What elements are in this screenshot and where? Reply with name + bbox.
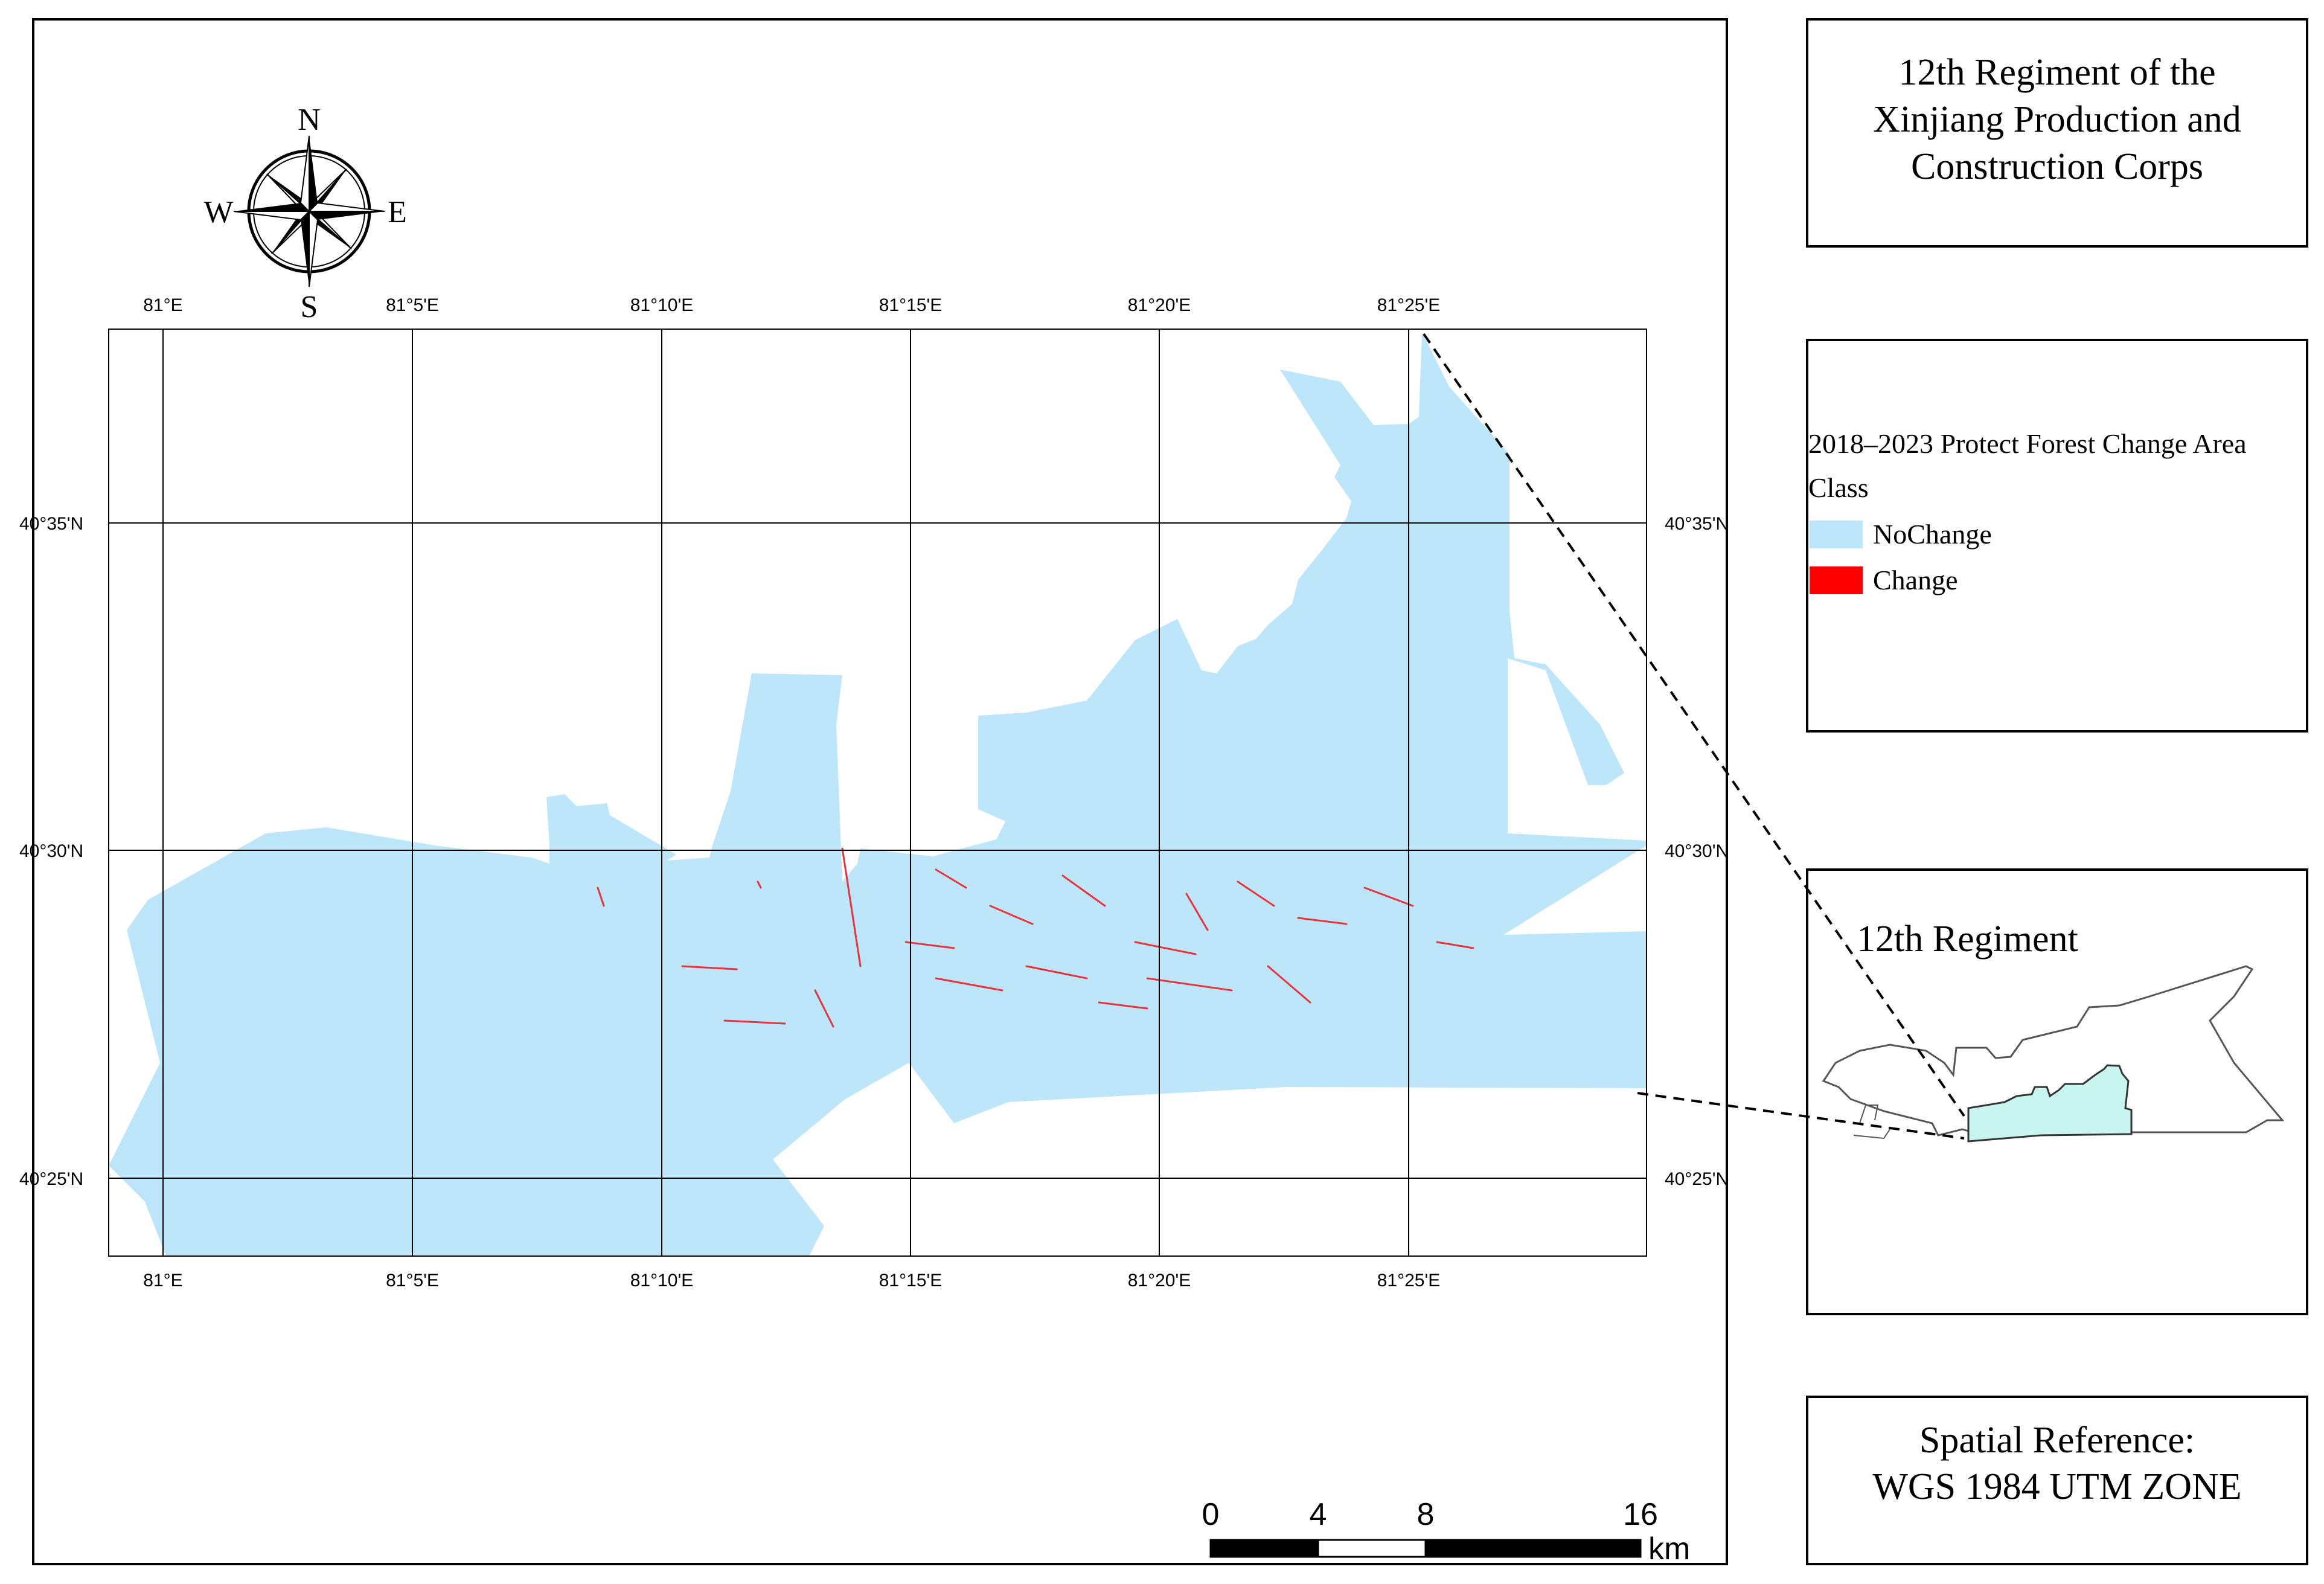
legend-item-label: Change — [1873, 565, 1958, 595]
scale-tick: 16 — [1623, 1497, 1658, 1532]
title-box — [1806, 18, 2308, 248]
legend-swatch-nochange — [1810, 521, 1863, 548]
inset-highlight — [1967, 1064, 2133, 1143]
lon-label-top: 81°15'E — [879, 295, 942, 315]
change-mark — [1297, 917, 1348, 925]
compass-s: S — [301, 290, 318, 324]
lat-label-left: 40°25'N — [19, 1169, 83, 1189]
lon-label-bottom: 81°20'E — [1128, 1271, 1191, 1291]
legend-title: 2018–2023 Protect Forest Change Area — [1808, 428, 2247, 459]
change-mark — [841, 847, 862, 967]
compass-w: W — [203, 195, 233, 229]
compass-n: N — [298, 103, 321, 137]
lat-label-right: 40°25'N — [1665, 1169, 1729, 1189]
legend-item-label: NoChange — [1873, 519, 1992, 550]
change-mark — [989, 905, 1034, 925]
change-mark — [935, 868, 967, 889]
lon-label-top: 81°5'E — [386, 295, 439, 315]
lon-label-top: 81°E — [143, 295, 182, 315]
change-mark — [935, 977, 1004, 992]
lon-label-bottom: 81°25'E — [1377, 1271, 1440, 1291]
lon-label-bottom: 81°10'E — [630, 1271, 693, 1291]
scale-tick: 8 — [1417, 1497, 1435, 1532]
lat-label-right: 40°30'N — [1665, 841, 1729, 861]
scale-unit: km — [1648, 1531, 1690, 1566]
map-data-frame: 81°E 81°5'E 81°10'E 81°15'E 81°20'E 81°2… — [19, 295, 1729, 1291]
change-mark — [1025, 965, 1088, 980]
lon-label-bottom: 81°E — [143, 1271, 182, 1291]
change-mark — [1267, 965, 1311, 1004]
change-mark — [1363, 887, 1414, 907]
main-map-frame — [32, 18, 1728, 1565]
compass-e: E — [388, 195, 407, 229]
change-mark — [1098, 1001, 1148, 1010]
change-mark — [681, 965, 738, 970]
inset-detail — [1853, 1105, 1890, 1140]
inset-label: 12th Regiment — [1857, 919, 2078, 960]
lat-label-left: 40°30'N — [19, 841, 83, 861]
change-mark — [1134, 941, 1197, 955]
scale-bar: 0 4 8 16 km — [1202, 1497, 1691, 1566]
legend-box — [1806, 339, 2308, 733]
title-line: Construction Corps — [1911, 146, 2203, 187]
lon-label-bottom: 81°5'E — [386, 1271, 439, 1291]
change-mark — [904, 941, 955, 949]
legend-class-label: Class — [1808, 472, 1869, 503]
inset-box — [1806, 868, 2308, 1315]
north-arrow-icon — [233, 135, 385, 287]
spatial-ref-line: Spatial Reference: — [1919, 1420, 2195, 1461]
title-line: Xinjiang Production and — [1873, 99, 2241, 140]
lon-label-bottom: 81°15'E — [879, 1271, 942, 1291]
inset-map — [1822, 965, 2285, 1143]
lon-label-top: 81°10'E — [630, 295, 693, 315]
lon-label-top: 81°25'E — [1377, 295, 1440, 315]
change-mark — [597, 887, 605, 907]
legend-swatch-change — [1810, 566, 1863, 594]
change-mark — [1061, 874, 1106, 907]
change-marks — [597, 847, 1474, 1028]
change-mark — [723, 1019, 786, 1025]
lon-label-top: 81°20'E — [1128, 295, 1191, 315]
change-mark — [1146, 977, 1233, 992]
data-frame-border — [108, 329, 1647, 1257]
scale-tick: 0 — [1202, 1497, 1220, 1532]
change-mark — [814, 989, 834, 1028]
title-line: 12th Regiment of the — [1898, 52, 2215, 93]
scale-tick: 4 — [1310, 1497, 1327, 1532]
change-mark — [1185, 893, 1209, 931]
lat-label-right: 40°35'N — [1665, 514, 1729, 534]
lat-label-left: 40°35'N — [19, 514, 83, 534]
inset-outline — [1822, 965, 2285, 1140]
spatial-ref-line: WGS 1984 UTM ZONE — [1872, 1466, 2241, 1507]
change-mark — [757, 880, 762, 889]
change-mark — [1237, 880, 1275, 907]
graticule — [109, 329, 1647, 1256]
change-mark — [1436, 941, 1474, 949]
spatial-ref-box — [1806, 1396, 2308, 1565]
inset-connectors — [1423, 333, 1965, 1140]
nochange-region — [109, 332, 1647, 1256]
